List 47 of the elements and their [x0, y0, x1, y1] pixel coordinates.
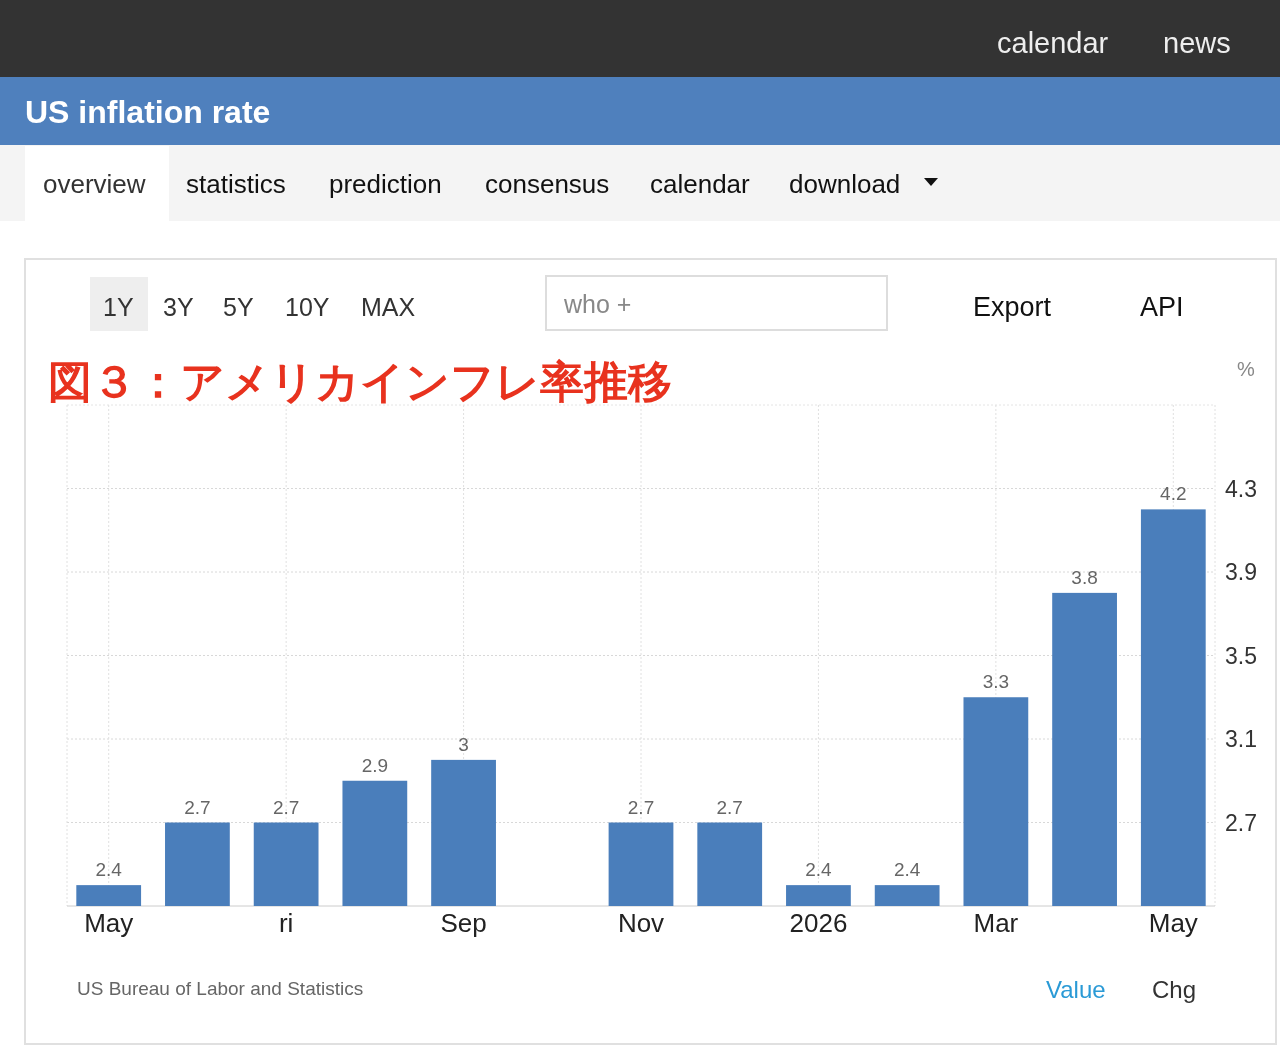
x-tick-label: Nov — [617, 908, 665, 938]
text: 3Y — [163, 293, 194, 321]
text: Value — [1046, 976, 1106, 1003]
y-tick-label: 3.9 — [1225, 559, 1257, 585]
data-label: 4.2 — [1160, 483, 1187, 505]
data-label: 3 — [458, 733, 469, 755]
data-label: 3.8 — [1071, 566, 1098, 588]
text: calendar — [650, 169, 751, 199]
x-tick-label: Mar — [973, 908, 1019, 938]
x-tick-label: May — [1148, 908, 1198, 938]
chart-subtitle: 図３：アメリカインフレ率推移 — [48, 357, 672, 406]
text: 1Y — [103, 293, 134, 321]
x-tick-label: ri — [278, 908, 294, 938]
data-label: 2.4 — [805, 859, 833, 881]
data-label: 2.7 — [272, 796, 300, 818]
text: MAX — [361, 293, 416, 321]
text: Export — [973, 292, 1052, 322]
x-tick-label: Sep — [440, 908, 487, 938]
text: 10Y — [285, 293, 330, 321]
text: statistics — [186, 169, 286, 199]
y-tick-label: 4.3 — [1225, 475, 1257, 502]
y-axis-title: % — [1237, 358, 1256, 380]
text: 5Y — [223, 293, 254, 321]
text: overview — [43, 169, 146, 199]
text: Chg — [1152, 976, 1197, 1003]
data-label: 2.7 — [184, 796, 211, 818]
text: US Bureau of Labor and Statistics — [77, 978, 364, 999]
data-label: 2.4 — [95, 859, 123, 881]
data-label: 2.4 — [893, 859, 921, 881]
text: prediction — [329, 169, 442, 199]
text: consensus — [485, 169, 610, 199]
y-tick-label: 2.7 — [1225, 809, 1257, 836]
data-label: 2.9 — [361, 754, 389, 776]
text: API — [1140, 292, 1184, 322]
y-tick-label: 3.1 — [1225, 726, 1257, 752]
x-tick-label: 2026 — [789, 908, 848, 938]
data-label: 3.3 — [982, 671, 1010, 693]
plot: 2.4 2.7 2.7 2.9 3 2.7 2.7 2.4 2.4 3.3 3.8 4.2 May ri Sep Nov 2026 Mar May 2.7 3.1 3.5 3.9 4.3 — [66, 404, 1257, 938]
chart-title: US inflation rate — [25, 94, 271, 130]
x-tick-label: May — [84, 908, 134, 938]
text: news — [1163, 27, 1231, 59]
text: download — [789, 169, 901, 199]
text: who + — [563, 290, 632, 318]
data-label: 2.7 — [716, 796, 743, 818]
data-label: 2.7 — [627, 796, 655, 818]
text: calendar — [997, 27, 1109, 59]
y-tick-label: 3.5 — [1225, 642, 1257, 669]
